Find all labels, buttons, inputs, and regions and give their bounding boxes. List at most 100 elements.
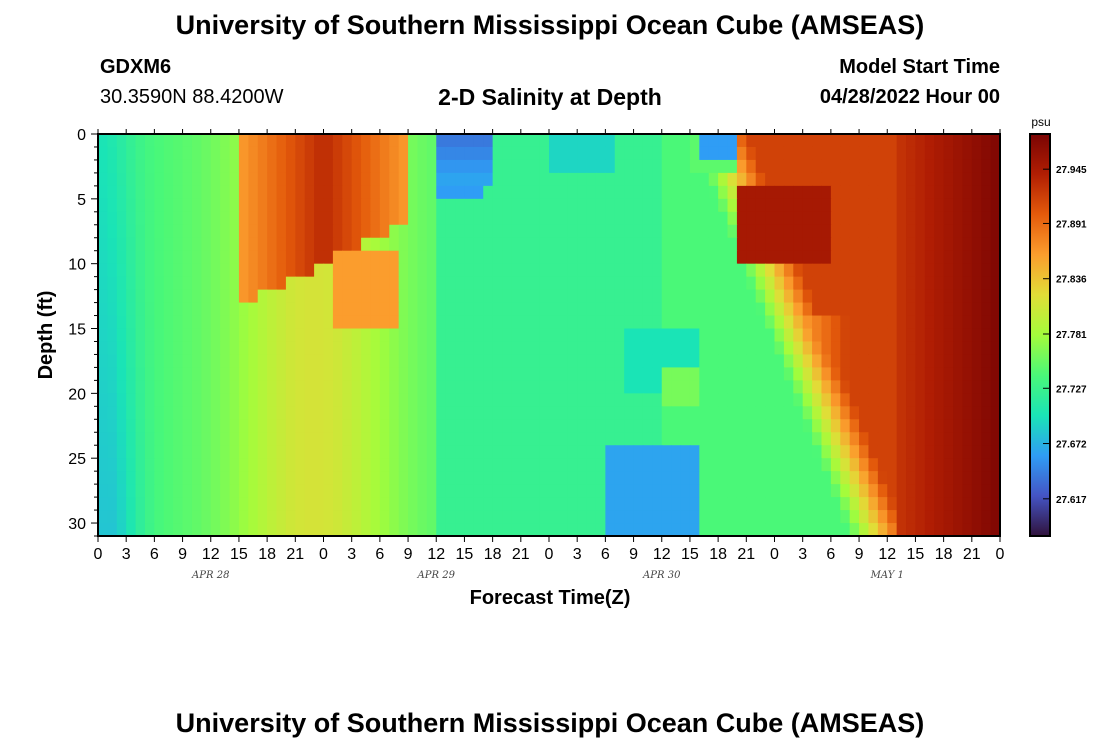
heatmap-cell <box>915 237 926 252</box>
heatmap-cell <box>633 471 644 485</box>
heatmap-cell <box>210 510 221 524</box>
heatmap-cell <box>586 315 597 330</box>
heatmap-cell <box>962 523 973 537</box>
heatmap-cell <box>699 263 710 278</box>
heatmap-cell <box>586 419 597 433</box>
heatmap-cell <box>464 458 475 472</box>
heatmap-cell <box>971 445 982 459</box>
heatmap-cell <box>953 484 964 498</box>
heatmap-cell <box>220 224 231 239</box>
heatmap-cell <box>426 523 437 537</box>
heatmap-cell <box>765 445 776 459</box>
heatmap-cell <box>539 134 550 148</box>
heatmap-cell <box>530 302 541 317</box>
heatmap-cell <box>248 341 259 356</box>
heatmap-cell <box>953 263 964 278</box>
heatmap-cell <box>840 523 851 537</box>
heatmap-cell <box>924 237 935 252</box>
heatmap-cell <box>520 523 531 537</box>
heatmap-cell <box>398 250 409 265</box>
heatmap-cell <box>126 458 137 472</box>
heatmap-cell <box>577 185 588 200</box>
heatmap-cell <box>220 406 231 420</box>
heatmap-cell <box>314 458 325 472</box>
heatmap-cell <box>624 289 635 304</box>
heatmap-cell <box>483 224 494 239</box>
heatmap-cell <box>163 367 174 381</box>
heatmap-cell <box>671 302 682 317</box>
heatmap-cell <box>530 237 541 252</box>
heatmap-cell <box>736 315 747 330</box>
heatmap-cell <box>295 354 306 369</box>
heatmap-cell <box>314 393 325 407</box>
heatmap-cell <box>793 432 804 446</box>
heatmap-cell <box>577 367 588 381</box>
heatmap-cell <box>398 419 409 433</box>
heatmap-cell <box>182 432 193 446</box>
heatmap-cell <box>577 510 588 524</box>
heatmap-cell <box>981 263 992 278</box>
x-tick-label: 3 <box>347 546 356 563</box>
heatmap-cell <box>201 250 212 265</box>
heatmap-cell <box>398 471 409 485</box>
heatmap-cell <box>671 471 682 485</box>
heatmap-cell <box>144 237 155 252</box>
heatmap-cell <box>793 172 804 187</box>
heatmap-cell <box>323 211 334 226</box>
heatmap-cell <box>793 380 804 394</box>
heatmap-cell <box>126 224 137 239</box>
heatmap-cell <box>793 354 804 369</box>
heatmap-cell <box>530 134 541 148</box>
heatmap-cell <box>257 523 268 537</box>
heatmap-cell <box>783 302 794 317</box>
heatmap-cell <box>370 458 381 472</box>
heatmap-cell <box>953 354 964 369</box>
heatmap-cell <box>173 146 184 161</box>
heatmap-cell <box>154 328 165 343</box>
heatmap-cell <box>943 263 954 278</box>
heatmap-cell <box>849 497 860 511</box>
heatmap-cells <box>98 134 1001 537</box>
colorbar: psu 27.94527.89127.83627.78127.72727.672… <box>1029 115 1087 537</box>
heatmap-cell <box>595 224 606 239</box>
heatmap-cell <box>426 172 437 187</box>
heatmap-cell <box>464 393 475 407</box>
heatmap-cell <box>163 263 174 278</box>
heatmap-cell <box>464 315 475 330</box>
heatmap-cell <box>304 185 315 200</box>
heatmap-cell <box>201 134 212 148</box>
heatmap-cell <box>849 185 860 200</box>
heatmap-cell <box>755 289 766 304</box>
heatmap-cell <box>182 484 193 498</box>
heatmap-cell <box>765 328 776 343</box>
heatmap-cell <box>332 198 343 213</box>
heatmap-cell <box>144 315 155 330</box>
heatmap-cell <box>549 263 559 278</box>
heatmap-cell <box>511 159 522 174</box>
heatmap-cell <box>915 432 926 446</box>
heatmap-cell <box>520 328 531 343</box>
heatmap-cell <box>642 523 653 537</box>
heatmap-cell <box>840 367 851 381</box>
heatmap-cell <box>163 471 174 485</box>
heatmap-cell <box>595 419 606 433</box>
heatmap-cell <box>802 146 813 161</box>
heatmap-cell <box>605 185 616 200</box>
heatmap-cell <box>567 406 578 420</box>
heatmap-cell <box>859 341 870 356</box>
heatmap-cell <box>793 445 804 459</box>
heatmap-cell <box>821 419 832 433</box>
heatmap-cell <box>191 237 202 252</box>
heatmap-cell <box>765 289 776 304</box>
heatmap-cell <box>624 367 635 381</box>
heatmap-cell <box>107 484 118 498</box>
heatmap-cell <box>642 250 653 265</box>
heatmap-cell <box>821 458 832 472</box>
heatmap-cell <box>436 146 447 161</box>
heatmap-cell <box>755 497 766 511</box>
heatmap-cell <box>624 354 635 369</box>
heatmap-cell <box>98 289 108 304</box>
heatmap-cell <box>586 432 597 446</box>
heatmap-cell <box>746 458 757 472</box>
heatmap-cell <box>389 289 400 304</box>
